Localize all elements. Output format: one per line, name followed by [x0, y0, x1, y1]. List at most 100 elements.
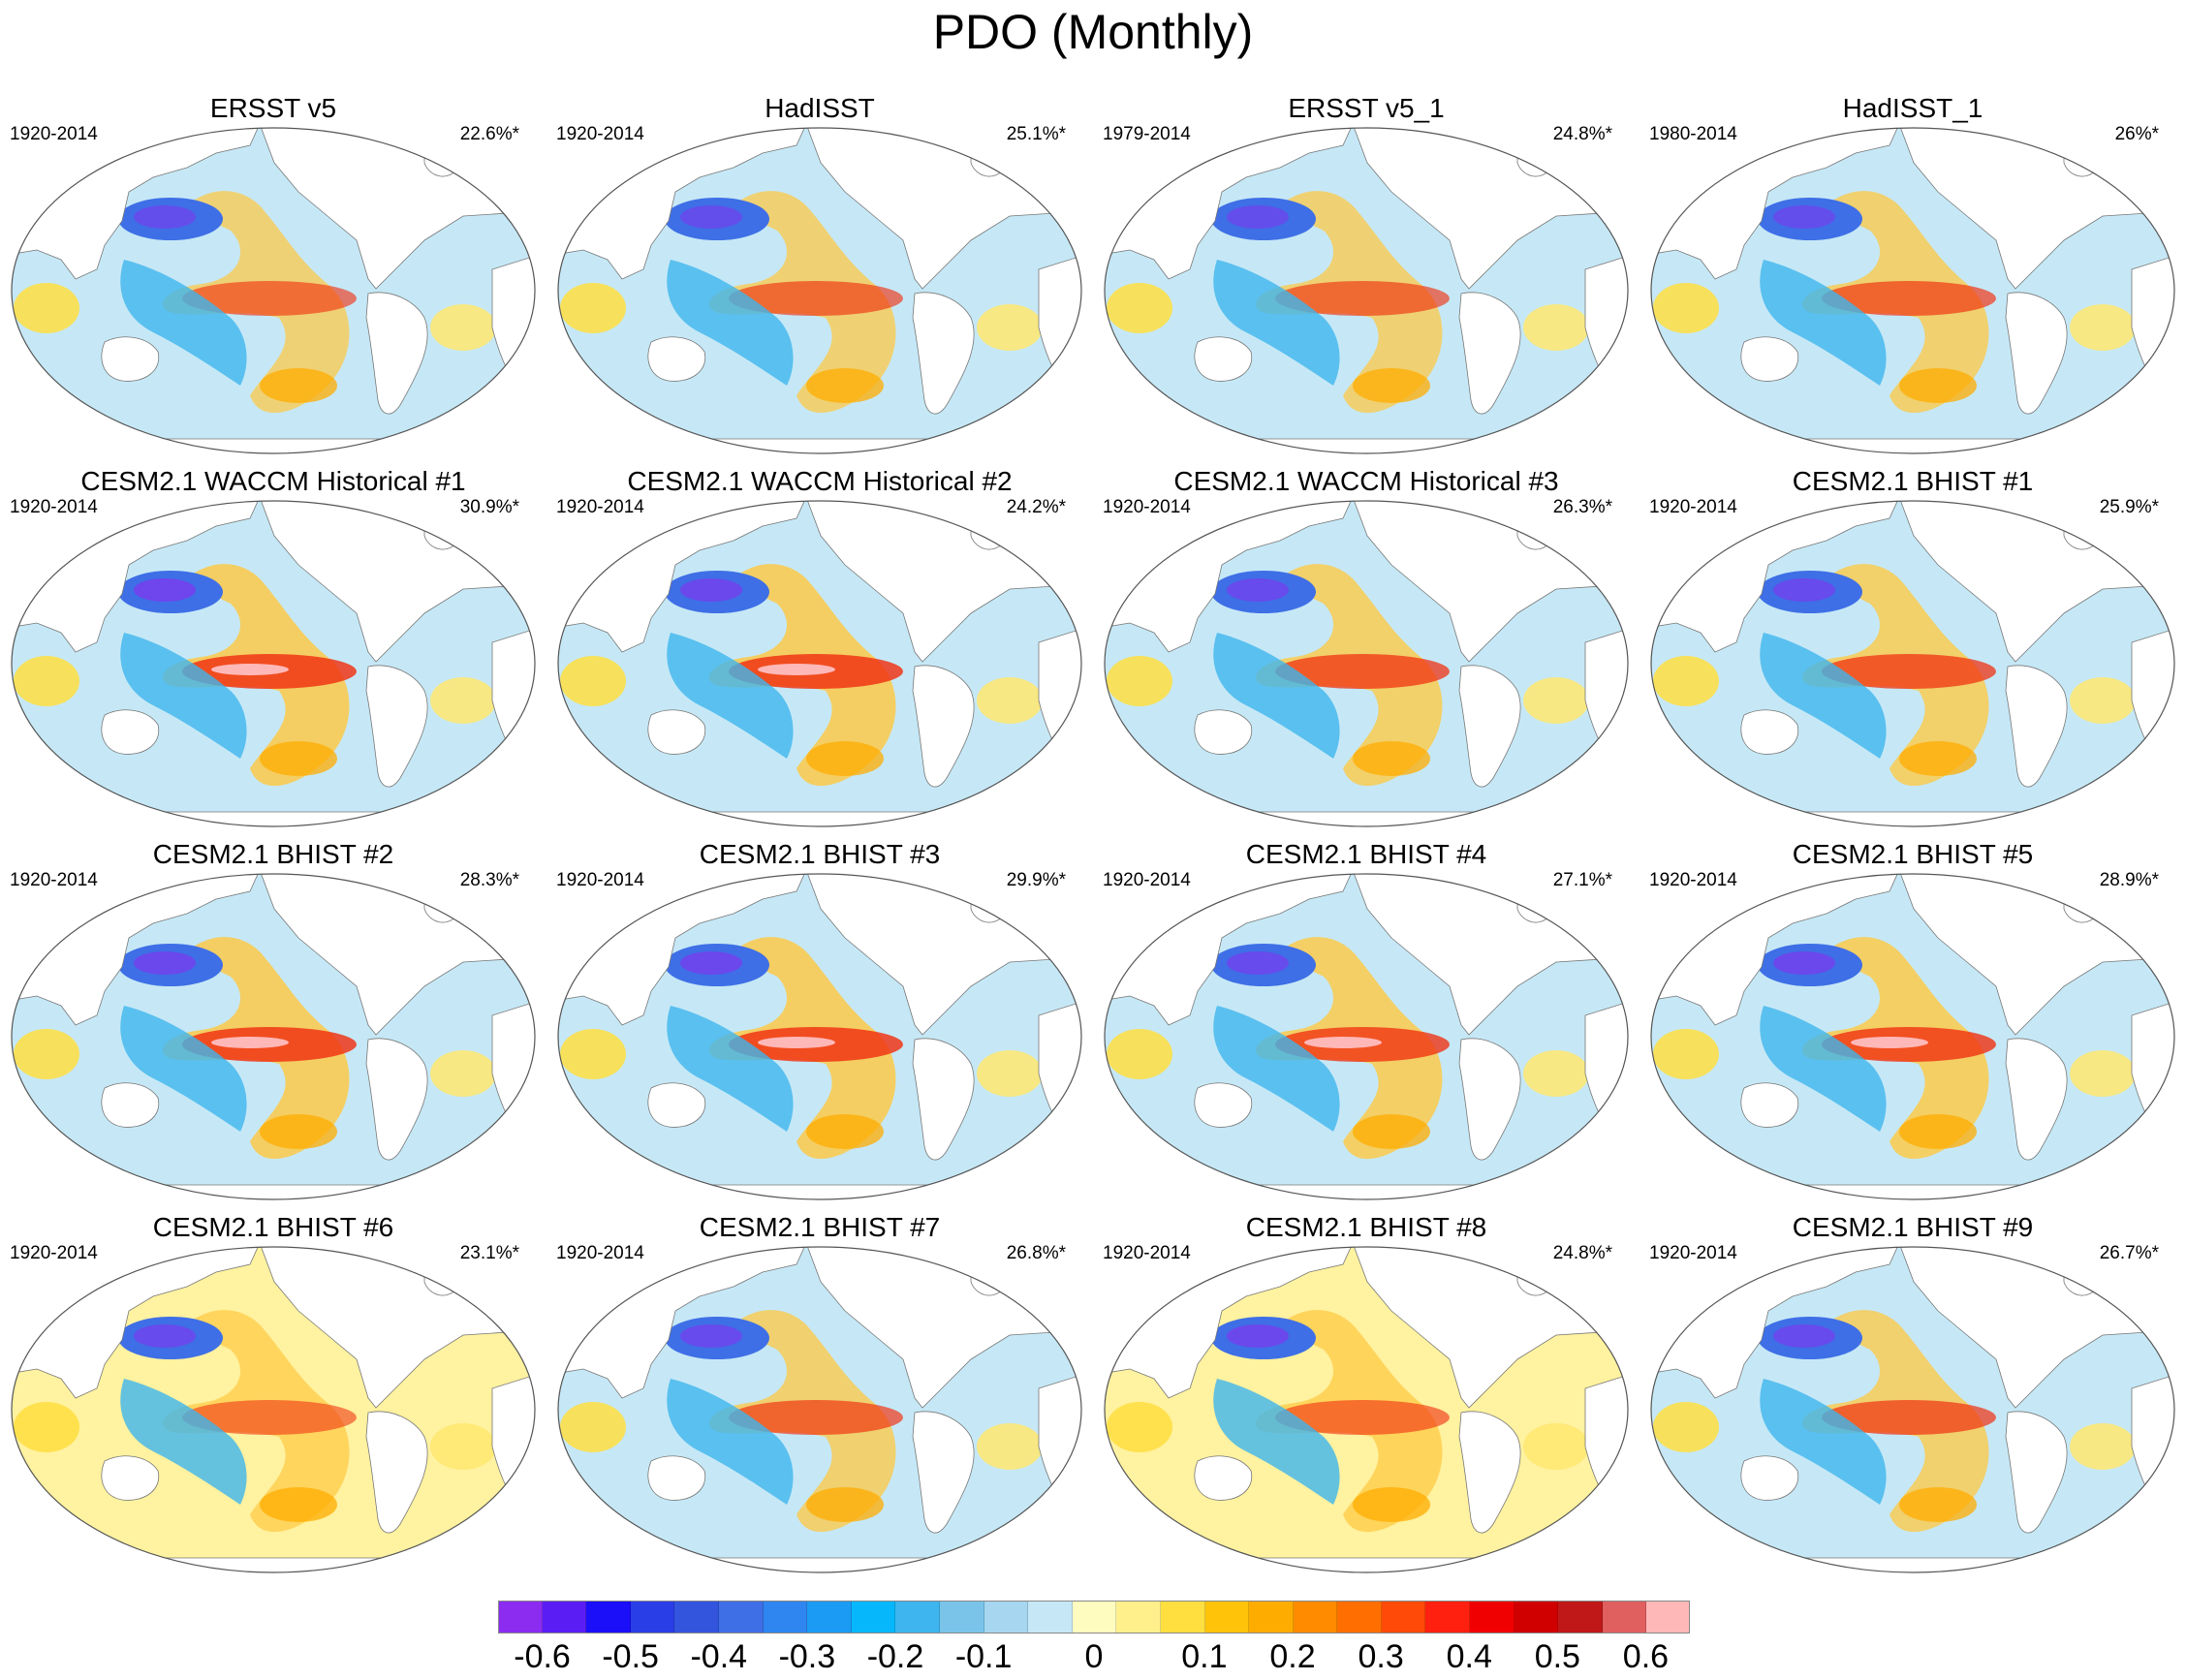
- colorbar-cell: [674, 1601, 719, 1633]
- atlantic-anomaly: [430, 677, 496, 724]
- sst-anomaly-map: [557, 127, 1082, 454]
- antarctica-land: [12, 811, 535, 826]
- antarctica-land: [558, 438, 1081, 453]
- south-pacific-warm-anomaly: [260, 1487, 337, 1522]
- colorbar: [498, 1601, 1691, 1633]
- panel-period: 1920-2014: [1103, 497, 1191, 517]
- west-pacific-cool-anomaly: [1213, 1379, 1340, 1505]
- cold-core-anomaly: [134, 578, 196, 602]
- panel-variance: 23.1%*: [459, 1243, 519, 1263]
- south-america-land: [912, 1411, 975, 1534]
- colorbar-tick-label: -0.6: [514, 1638, 571, 1675]
- map-outline: [1104, 500, 1629, 827]
- map-panel: CESM2.1 WACCM Historical #1 1920-2014 30.9…: [0, 462, 546, 835]
- map-outline: [1104, 1246, 1629, 1573]
- antarctica-land: [12, 1184, 535, 1199]
- map-outline: [1650, 1246, 2175, 1573]
- west-pacific-cool-anomaly: [1760, 1379, 1887, 1505]
- west-pacific-cool-anomaly: [120, 260, 247, 386]
- colorbar-cell: [1293, 1601, 1338, 1633]
- colorbar-cell: [630, 1601, 675, 1633]
- panel-variance: 29.9%*: [1006, 870, 1066, 890]
- colorbar-cell: [1249, 1601, 1294, 1633]
- map-panel: HadISST_1 1980-2014 26%*: [1640, 89, 2186, 462]
- south-america-land: [912, 665, 975, 788]
- indian-ocean-anomaly: [560, 656, 626, 706]
- colorbar-cell: [939, 1601, 984, 1633]
- antarctica-land: [1651, 438, 2174, 453]
- south-america-land: [1458, 1038, 1521, 1161]
- map-panel: CESM2.1 BHIST #2 1920-2014 28.3%*: [0, 835, 546, 1208]
- sst-anomaly-map: [1650, 500, 2175, 827]
- indian-ocean-anomaly: [1107, 1402, 1172, 1452]
- colorbar-cell: [1072, 1601, 1117, 1633]
- west-pacific-cool-anomaly: [667, 260, 794, 386]
- cold-core-anomaly: [1227, 205, 1289, 229]
- australia-land: [101, 336, 160, 382]
- map-area: [1101, 124, 1632, 457]
- greenland-land: [2063, 1260, 2100, 1296]
- colorbar-tick-label: -0.2: [866, 1638, 924, 1675]
- map-area: [1647, 124, 2178, 457]
- map-area: [554, 497, 1085, 830]
- sst-anomaly-map: [11, 873, 536, 1200]
- map-outline: [1104, 873, 1629, 1200]
- panel-variance: 26.3%*: [1552, 497, 1612, 517]
- map-panel: CESM2.1 BHIST #5 1920-2014 28.9%*: [1640, 835, 2186, 1208]
- indian-ocean-anomaly: [14, 283, 79, 333]
- indian-ocean-anomaly: [1653, 656, 1719, 706]
- equatorial-peak-anomaly: [1851, 1037, 1928, 1048]
- australia-land: [1740, 1082, 1799, 1128]
- panel-variance: 26.8%*: [1006, 1243, 1066, 1263]
- colorbar-cell: [984, 1601, 1029, 1633]
- panel-period: 1920-2014: [1103, 1243, 1191, 1263]
- map-panel: CESM2.1 BHIST #8 1920-2014 24.8%*: [1093, 1208, 1640, 1581]
- atlantic-anomaly: [977, 1050, 1043, 1097]
- map-panel: ERSST v5_1 1979-2014 24.8%*: [1093, 89, 1640, 462]
- panel-period: 1920-2014: [10, 1243, 98, 1263]
- colorbar-tick-label: 0: [1084, 1638, 1104, 1675]
- panel-title: CESM2.1 WACCM Historical #2: [627, 466, 1013, 496]
- equatorial-peak-anomaly: [1304, 1037, 1382, 1048]
- equatorial-warm-anomaly: [729, 281, 903, 316]
- west-pacific-cool-anomaly: [1760, 1006, 1887, 1132]
- greenland-land: [423, 1260, 460, 1296]
- greenland-land: [1516, 141, 1553, 177]
- sst-anomaly-map: [557, 1246, 1082, 1573]
- south-pacific-warm-anomaly: [806, 368, 884, 403]
- greenland-land: [423, 514, 460, 550]
- south-america-land: [2005, 1038, 2068, 1161]
- greenland-land: [2063, 141, 2100, 177]
- south-america-land: [365, 665, 428, 788]
- south-pacific-warm-anomaly: [260, 741, 337, 776]
- map-panel: HadISST 1920-2014 25.1%*: [546, 89, 1093, 462]
- map-outline: [557, 127, 1082, 454]
- map-area: [554, 870, 1085, 1203]
- south-pacific-warm-anomaly: [1353, 1487, 1430, 1522]
- equatorial-warm-anomaly: [1275, 281, 1450, 316]
- panel-title: HadISST_1: [1842, 93, 1983, 123]
- map-panel: ERSST v5 1920-2014 22.6%*: [0, 89, 546, 462]
- colorbar-cell: [1514, 1601, 1559, 1633]
- colorbar-tick-label: -0.1: [954, 1638, 1013, 1675]
- panel-title: ERSST v5_1: [1288, 93, 1445, 123]
- atlantic-anomaly: [430, 1423, 496, 1470]
- cold-core-anomaly: [1773, 205, 1835, 229]
- colorbar-cell: [718, 1601, 764, 1633]
- panel-title: CESM2.1 BHIST #9: [1792, 1212, 2034, 1242]
- west-pacific-cool-anomaly: [1760, 260, 1887, 386]
- sst-anomaly-map: [557, 873, 1082, 1200]
- west-pacific-cool-anomaly: [1213, 260, 1340, 386]
- greenland-land: [970, 887, 1007, 923]
- colorbar-cell: [1558, 1601, 1603, 1633]
- map-outline: [557, 500, 1082, 827]
- panel-period: 1979-2014: [1103, 124, 1191, 144]
- cold-core-anomaly: [134, 205, 196, 229]
- atlantic-anomaly: [2070, 1423, 2136, 1470]
- colorbar-cell: [1337, 1601, 1382, 1633]
- colorbar-cell: [586, 1601, 631, 1633]
- south-america-land: [365, 1038, 428, 1161]
- colorbar-tick-label: 0.1: [1181, 1638, 1228, 1675]
- panel-period: 1920-2014: [1649, 1243, 1737, 1263]
- north-pacific-cold-anomaly: [665, 198, 769, 240]
